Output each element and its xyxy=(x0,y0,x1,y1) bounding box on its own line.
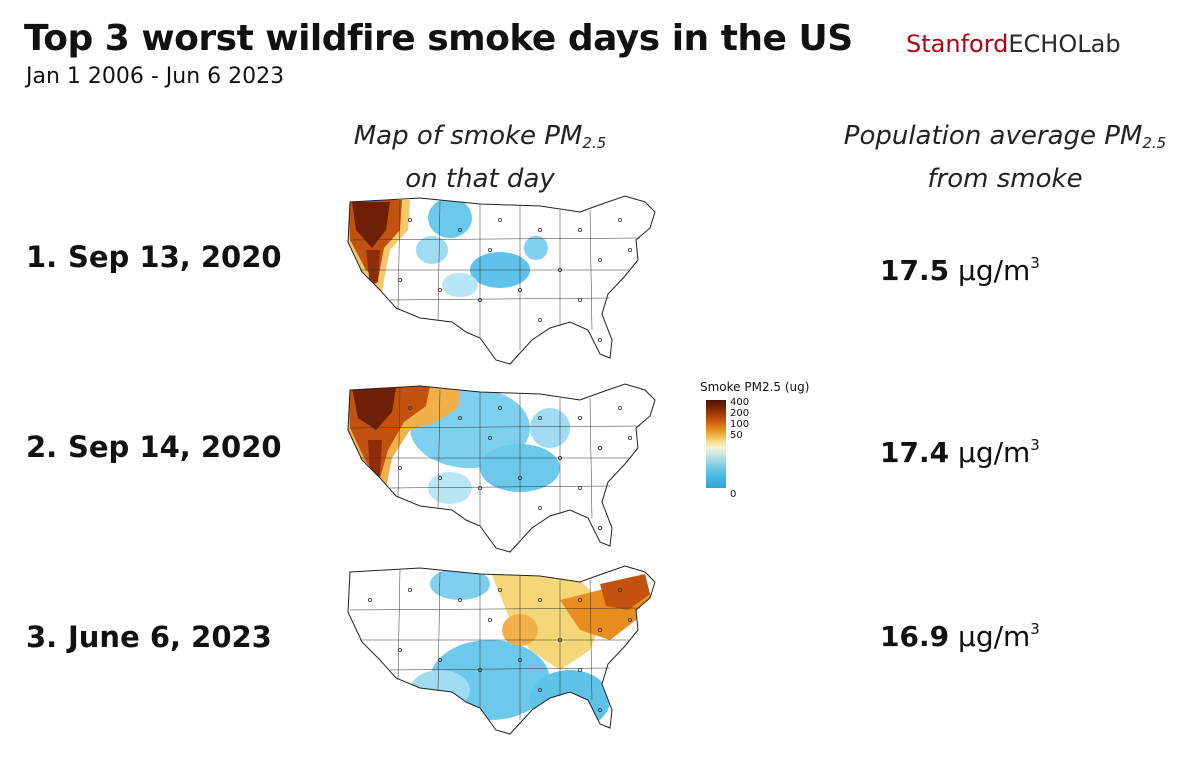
day-row-3-label: 3. June 6, 2023 xyxy=(26,620,272,654)
pop-heading-line1: Population average PM xyxy=(843,121,1143,151)
map-heading-line2: on that day xyxy=(405,164,555,194)
smoke-map-sep-13-2020 xyxy=(340,190,680,372)
pm-unit-exp-3: 3 xyxy=(1030,620,1040,638)
page-title: Top 3 worst wildfire smoke days in the U… xyxy=(24,18,853,59)
pm-unit-exp-2: 3 xyxy=(1030,436,1040,454)
map-heading-subscript: 2.5 xyxy=(582,134,607,152)
pm-number-2: 17.4 xyxy=(880,436,950,469)
pm-unit-3: µg/m xyxy=(958,620,1031,653)
legend-tick-100: 100 xyxy=(730,419,750,430)
pm-number-1: 17.5 xyxy=(880,254,950,287)
legend-tick-0: 0 xyxy=(730,489,737,500)
pm-number-3: 16.9 xyxy=(880,620,950,653)
pm-value-1: 17.5 µg/m3 xyxy=(880,254,1040,287)
pm-value-2: 17.4 µg/m3 xyxy=(880,436,1040,469)
legend-tick-50: 50 xyxy=(730,430,743,441)
rank-2: 2. xyxy=(26,430,58,464)
day-row-1-label: 1. Sep 13, 2020 xyxy=(26,240,282,274)
smoke-legend: Smoke PM2.5 (ug) 400 200 100 50 0 xyxy=(700,380,820,510)
smoke-map-sep-14-2020 xyxy=(340,378,680,560)
rank-1: 1. xyxy=(26,240,58,274)
map-heading-line1: Map of smoke PM xyxy=(353,121,583,151)
monitor-stations xyxy=(367,405,632,530)
logo-echolab: ECHOLab xyxy=(1008,30,1121,58)
rank-3: 3. xyxy=(26,620,58,654)
smoke-map-june-6-2023 xyxy=(340,560,680,742)
monitor-stations xyxy=(367,587,632,712)
logo-stanford: Stanford xyxy=(906,30,1009,58)
date-3: June 6, 2023 xyxy=(68,620,272,654)
map-column-heading: Map of smoke PM2.5 on that day xyxy=(330,118,630,197)
legend-title: Smoke PM2.5 (ug) xyxy=(700,380,810,394)
pop-heading-subscript: 2.5 xyxy=(1142,134,1167,152)
pop-heading-line2: from smoke xyxy=(927,164,1083,194)
monitor-stations xyxy=(367,217,632,342)
pm-unit-2: µg/m xyxy=(958,436,1031,469)
pm-unit-1: µg/m xyxy=(958,254,1031,287)
population-column-heading: Population average PM2.5 from smoke xyxy=(810,118,1200,197)
legend-tick-400: 400 xyxy=(730,397,750,408)
date-1: Sep 13, 2020 xyxy=(68,240,282,274)
pm-value-3: 16.9 µg/m3 xyxy=(880,620,1040,653)
date-2: Sep 14, 2020 xyxy=(68,430,282,464)
legend-color-bar xyxy=(706,400,726,488)
stanford-echolab-logo: StanfordECHOLab xyxy=(906,30,1121,58)
pm-unit-exp-1: 3 xyxy=(1030,254,1040,272)
date-range-subtitle: Jan 1 2006 - Jun 6 2023 xyxy=(26,64,285,89)
day-row-2-label: 2. Sep 14, 2020 xyxy=(26,430,282,464)
legend-tick-200: 200 xyxy=(730,408,750,419)
